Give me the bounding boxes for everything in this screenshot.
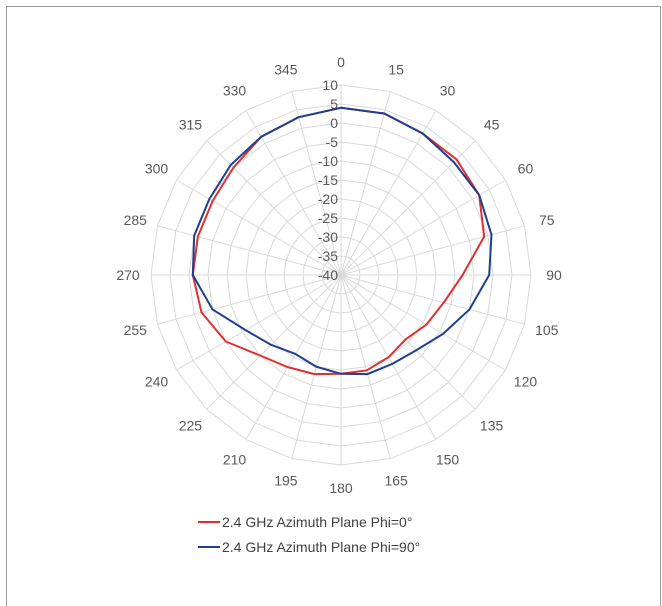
angle-label: 210 [223, 451, 247, 467]
angle-labels: 0 153045607590105120135150165180195210225… [116, 54, 562, 496]
angle-label: 60 [518, 161, 534, 177]
grid-spoke [206, 274, 342, 410]
angle-label: 195 [274, 473, 298, 489]
legend-label-phi90: 2.4 GHz Azimuth Plane Phi=90° [222, 539, 421, 555]
angle-label: 300 [145, 161, 169, 177]
angle-label: 150 [436, 451, 460, 467]
angle-label: 345 [274, 61, 298, 77]
angle-label: 255 [124, 322, 148, 338]
radial-tick-label: -10 [318, 153, 338, 169]
grid-spoke [340, 274, 391, 459]
angle-label: 135 [480, 418, 504, 434]
series-lines [191, 106, 493, 376]
grid-spoke [340, 225, 525, 276]
grid-spoke [340, 274, 506, 371]
grid-spoke [340, 110, 437, 276]
angle-label: 330 [223, 83, 247, 99]
angle-label: 90 [546, 267, 562, 283]
grid-spoke [245, 274, 342, 440]
radial-tick-label: 0 [330, 115, 338, 131]
grid-spoke [176, 179, 342, 276]
angle-label: 30 [440, 83, 456, 99]
radial-tick-label: 10 [322, 77, 338, 93]
angle-label: 45 [484, 116, 500, 132]
radial-tick-label: 5 [330, 96, 338, 112]
legend-item-phi0: 2.4 GHz Azimuth Plane Phi=0° [198, 512, 518, 532]
grid-spoke [157, 225, 342, 276]
legend-swatch-phi0 [198, 521, 220, 523]
angle-label: 15 [388, 61, 404, 77]
radial-tick-label: -35 [318, 248, 338, 264]
radial-tick-label: -5 [326, 134, 339, 150]
grid-spoke [291, 91, 342, 276]
angle-label: 75 [539, 212, 555, 228]
angle-label: 105 [535, 322, 559, 338]
grid-spoke [340, 274, 525, 325]
grid-spoke [206, 140, 342, 276]
series-line-1 [191, 106, 493, 376]
legend-label-phi0: 2.4 GHz Azimuth Plane Phi=0° [222, 514, 413, 530]
radial-tick-label: -25 [318, 210, 338, 226]
angle-label: 285 [124, 212, 148, 228]
angle-label: 240 [145, 374, 169, 390]
series-line-0 [191, 106, 486, 376]
grid-spoke [340, 274, 476, 410]
angle-label: 0 [337, 54, 345, 70]
legend-item-phi90: 2.4 GHz Azimuth Plane Phi=90° [198, 537, 518, 557]
radial-tick-label: -30 [318, 229, 338, 245]
grid-spoke [340, 179, 506, 276]
chart-frame [6, 6, 661, 606]
radial-tick-label: -15 [318, 172, 338, 188]
angle-label: 165 [384, 473, 408, 489]
angle-label: 225 [179, 418, 203, 434]
angle-label: 315 [179, 116, 203, 132]
grid-spoke [340, 91, 391, 276]
angle-label: 180 [329, 480, 353, 496]
grid-spoke [245, 110, 342, 276]
grid-spoke [176, 274, 342, 371]
angle-label: 270 [116, 267, 140, 283]
angle-label: 120 [514, 374, 538, 390]
radial-tick-label: -20 [318, 191, 338, 207]
grid-spoke [157, 274, 342, 325]
radial-tick-labels: 10 5 0 -5 -10 -15 -20 -25 -30 -35 -40 [318, 77, 338, 283]
legend-swatch-phi90 [198, 546, 220, 548]
radar-grid [150, 84, 532, 466]
radial-tick-label: -40 [318, 267, 338, 283]
grid-spoke [340, 140, 476, 276]
